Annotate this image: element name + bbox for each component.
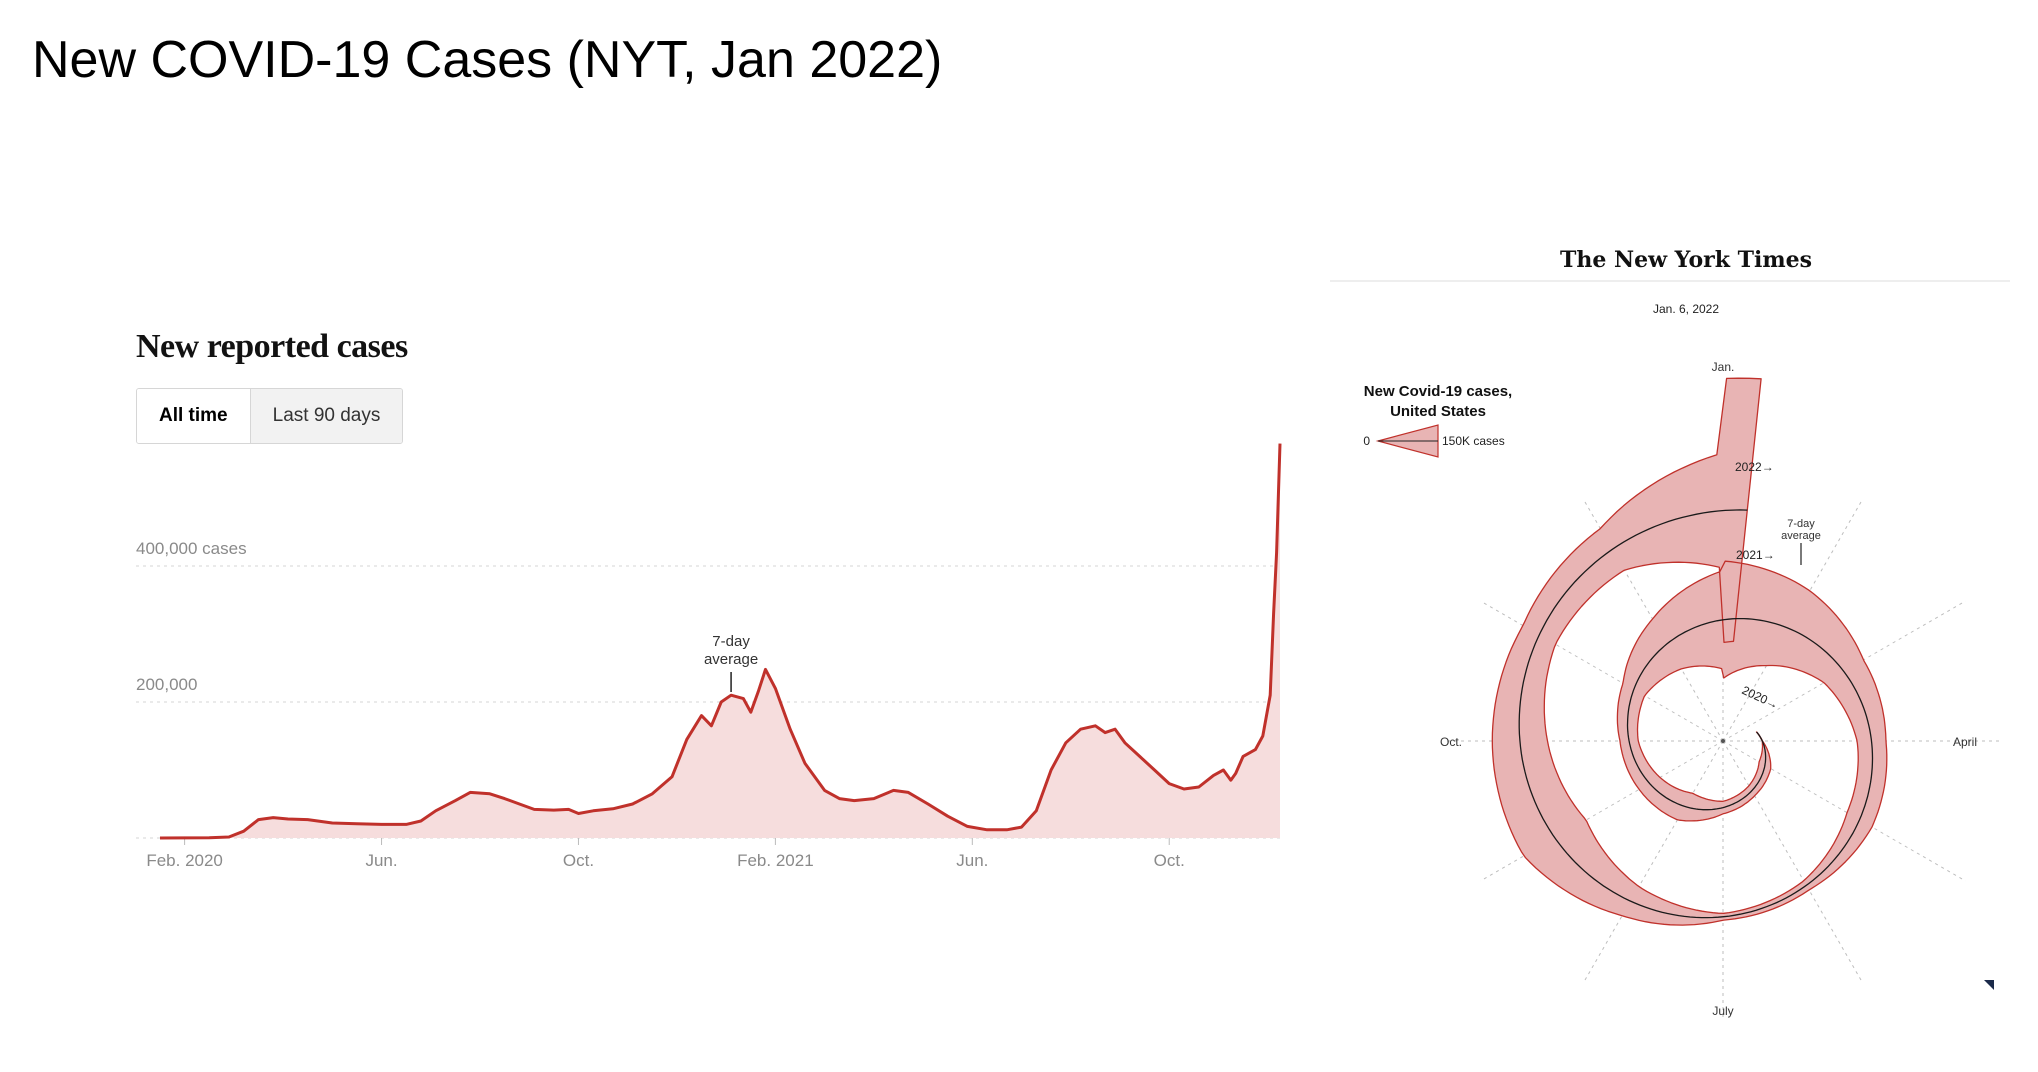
x-tick-label: Feb. 2021	[737, 851, 814, 870]
slide-title: New COVID-19 Cases (NYT, Jan 2022)	[32, 31, 943, 89]
avg-label-line2: average	[1781, 530, 1821, 542]
year-label-2022: 2022→	[1735, 460, 1774, 474]
x-tick-label: Jun.	[956, 851, 988, 870]
legend-title-line2: United States	[1390, 403, 1486, 420]
cases-area-fill	[160, 443, 1280, 838]
legend-max-label: 150K cases	[1442, 434, 1505, 448]
masthead: The New York Times	[1560, 247, 1812, 273]
all-time-button[interactable]: All time	[137, 389, 250, 443]
y-tick-label: 200,000	[136, 675, 197, 694]
left-chart-panel: 400,000 cases 200,000 Feb. 2020 Jun. Oct. Feb…	[120, 300, 1300, 900]
spiral-spoke	[1722, 740, 1864, 984]
last-90-days-button[interactable]: Last 90 days	[249, 389, 403, 443]
month-label-july: July	[1712, 1004, 1733, 1018]
spiral-spoke	[1582, 740, 1724, 984]
spiral-cases-band	[1491, 377, 1888, 926]
corner-mark	[1984, 980, 1994, 990]
annotation-label-line1: 7-day	[712, 633, 750, 650]
month-label-jan: Jan.	[1712, 360, 1735, 374]
spiral-spoke	[1722, 740, 1966, 882]
x-tick-label: Feb. 2020	[146, 851, 223, 870]
legend-zero-label: 0	[1363, 434, 1370, 448]
x-tick-label: Oct.	[563, 851, 594, 870]
x-tick-label: Oct.	[1154, 851, 1185, 870]
year-label-2020: 2020→	[1740, 683, 1781, 712]
area-chart-svg: 400,000 cases 200,000 Feb. 2020 Jun. Oct. Feb…	[136, 443, 1282, 870]
date-label: Jan. 6, 2022	[1653, 302, 1719, 316]
spiral-baseline	[1518, 509, 1874, 919]
month-label-oct: Oct.	[1440, 735, 1462, 749]
x-tick-label: Jun.	[365, 851, 397, 870]
spiral-spoke	[1480, 740, 1724, 882]
spiral-center	[1721, 739, 1725, 743]
time-range-toggle[interactable]: All time Last 90 days	[136, 388, 404, 444]
avg-label-line1: 7-day	[1787, 518, 1815, 530]
annotation-label-line2: average	[704, 651, 758, 668]
cases-7day-line	[159, 443, 1282, 840]
legend-title-line1: New Covid-19 cases,	[1364, 383, 1512, 400]
y-tick-label: 400,000 cases	[136, 539, 247, 558]
year-label-2021: 2021→	[1736, 548, 1775, 562]
chart-title: New reported cases	[136, 328, 408, 365]
month-label-april: April	[1953, 735, 1977, 749]
spiral-chart-svg: The New York Times Jan. 6, 2022 Jan. April J…	[1330, 247, 2010, 1021]
spiral-spoke	[1480, 600, 1724, 742]
